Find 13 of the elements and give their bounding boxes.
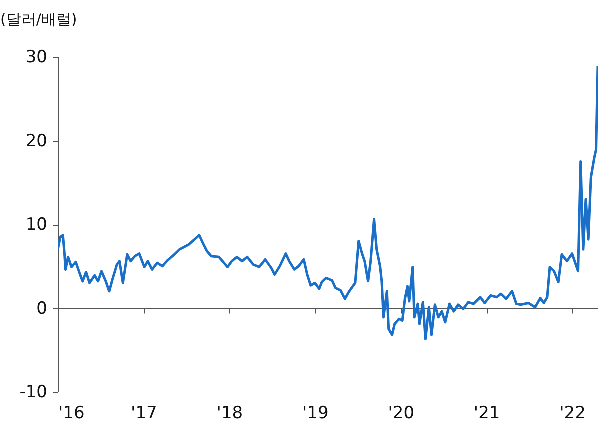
y-tick-label: 30 [26, 48, 48, 68]
x-tick-label: '19 [302, 404, 329, 422]
x-tick-label: '22 [560, 404, 586, 422]
x-tick-label: '18 [216, 404, 244, 422]
y-axis-title: (달러/배럴) [0, 10, 78, 28]
y-tick-label: -10 [20, 382, 48, 402]
y-tick-label: 10 [26, 215, 48, 235]
x-tick-label: '16 [58, 404, 85, 422]
y-tick-label: 20 [26, 131, 48, 152]
y-tick-label: 0 [36, 298, 48, 319]
x-tick-label: '21 [474, 404, 500, 422]
x-tick-label: '17 [131, 404, 158, 422]
x-tick-label: '20 [388, 404, 415, 422]
